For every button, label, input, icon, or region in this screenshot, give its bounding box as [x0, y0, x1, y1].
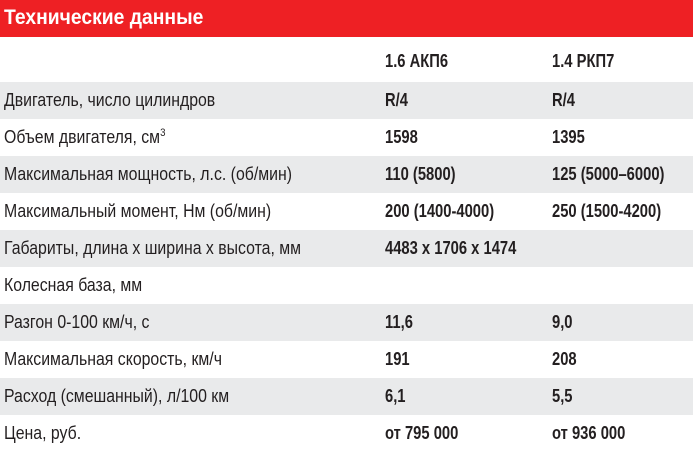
table-row: Объем двигателя, см3 1598 1395 [0, 119, 693, 156]
table-row: Цена, руб. от 795 000 от 936 000 [0, 415, 693, 452]
row-value-1: от 795 000 [385, 423, 459, 443]
row-label-text: Разгон 0-100 км/ч, с [4, 312, 150, 332]
row-label-text: Двигатель, число цилиндров [4, 90, 216, 110]
row-value-2: 125 (5000–6000) [552, 164, 665, 184]
table-row: Расход (смешанный), л/100 км 6,1 5,5 [0, 378, 693, 415]
table-row: Максимальный момент, Нм (об/мин) 200 (140… [0, 193, 693, 230]
row-label-text: Максимальный момент, Нм (об/мин) [4, 201, 272, 221]
table-row: Колесная база, мм [0, 267, 693, 304]
column-header-row: 1.6 АКП6 1.4 РКП7 [0, 37, 693, 82]
table-row: Габариты, длина x ширина x высота, мм 448… [0, 230, 693, 267]
row-label-text: Цена, руб. [4, 423, 82, 443]
table-title: Технические данные [4, 6, 204, 29]
row-label: Габариты, длина x ширина x высота, мм [4, 230, 301, 267]
column-header-2: 1.4 РКП7 [552, 51, 615, 71]
row-label-text: Объем двигателя, см [4, 127, 161, 147]
row-value-2: 5,5 [552, 386, 573, 406]
row-value-2: 250 (1500-4200) [552, 201, 662, 221]
row-value-2: 208 [552, 349, 577, 369]
row-label: Максимальный момент, Нм (об/мин) [4, 193, 271, 230]
table-row: Максимальная скорость, км/ч 191 208 [0, 341, 693, 378]
row-label: Двигатель, число цилиндров [4, 82, 215, 119]
row-value-1: 110 (5800) [385, 164, 456, 184]
row-label: Объем двигателя, см3 [4, 119, 165, 156]
row-value-1: 1598 [385, 127, 418, 147]
table-row: Двигатель, число цилиндров R/4 R/4 [0, 82, 693, 119]
row-label-text: Колесная база, мм [4, 275, 143, 295]
row-label: Максимальная мощность, л.с. (об/мин) [4, 156, 292, 193]
row-label-text: Максимальная мощность, л.с. (об/мин) [4, 164, 292, 184]
row-value-1: 200 (1400-4000) [385, 201, 495, 221]
row-value-1: 191 [385, 349, 410, 369]
row-label: Максимальная скорость, км/ч [4, 341, 222, 378]
row-label: Колесная база, мм [4, 267, 142, 304]
table-row: Разгон 0-100 км/ч, с 11,6 9,0 [0, 304, 693, 341]
row-value-2: от 936 000 [552, 423, 626, 443]
unit-superscript: 3 [160, 127, 166, 139]
row-value-1: R/4 [385, 90, 408, 110]
table-row: Максимальная мощность, л.с. (об/мин) 110 … [0, 156, 693, 193]
row-label-text: Расход (смешанный), л/100 км [4, 386, 230, 406]
row-label-text: Габариты, длина x ширина x высота, мм [4, 238, 302, 258]
row-label: Цена, руб. [4, 415, 81, 452]
row-value-1: 11,6 [385, 312, 413, 332]
row-value-1: 4483 x 1706 x 1474 [385, 238, 517, 258]
row-label: Расход (смешанный), л/100 км [4, 378, 229, 415]
row-value-2: 9,0 [552, 312, 573, 332]
row-value-2: R/4 [552, 90, 575, 110]
column-header-1: 1.6 АКП6 [385, 51, 449, 71]
row-value-1: 6,1 [385, 386, 406, 406]
title-bar: Технические данные [0, 0, 693, 37]
row-value-2: 1395 [552, 127, 585, 147]
row-label-text: Максимальная скорость, км/ч [4, 349, 222, 369]
row-label: Разгон 0-100 км/ч, с [4, 304, 149, 341]
